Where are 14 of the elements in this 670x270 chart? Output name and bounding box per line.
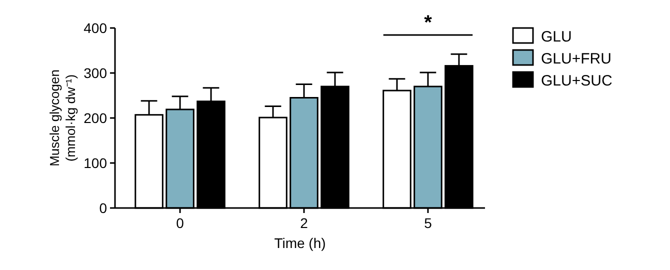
x-axis-title: Time (h) <box>274 235 326 251</box>
legend-label: GLU+FRU <box>541 50 612 68</box>
y-tick-label: 400 <box>84 20 108 36</box>
legend-label: GLU <box>541 28 572 46</box>
x-tick-label: 0 <box>176 215 184 231</box>
y-tick-label: 0 <box>99 200 108 216</box>
y-tick-label: 200 <box>84 110 108 126</box>
x-tick-label: 2 <box>300 215 308 231</box>
legend-label: GLU+SUC <box>541 72 612 90</box>
y-axis-title: Muscle glycogen (mmol·kg dw⁻¹) <box>47 70 78 166</box>
x-tick-label: 5 <box>424 215 432 231</box>
annotation: * <box>424 12 432 34</box>
y-tick-label: 300 <box>84 64 108 81</box>
y-tick-label: 100 <box>84 154 108 171</box>
